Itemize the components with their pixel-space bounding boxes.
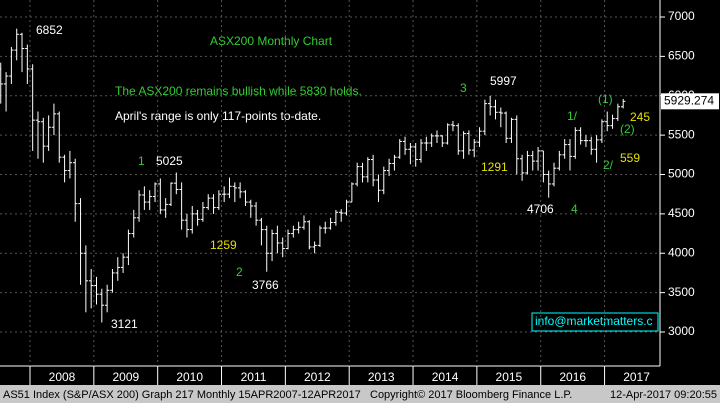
- annotation: 6852: [36, 23, 63, 37]
- note: April's range is only 117-points to-date…: [115, 109, 321, 123]
- annotation: 1291: [481, 160, 508, 174]
- footer-text: AS51 Index (S&P/ASX 200) Graph 217 Month…: [3, 389, 361, 401]
- annotation: 3: [460, 81, 467, 95]
- x-tick-label: 2014: [432, 370, 459, 384]
- annotation: 1: [138, 154, 145, 168]
- footer-text: Copyright© 2017 Bloomberg Finance L.P.: [370, 389, 572, 401]
- x-tick-label: 2012: [304, 370, 331, 384]
- watermark-box: [531, 312, 659, 332]
- annotation: (1): [598, 92, 613, 106]
- y-tick-label: 4500: [668, 206, 695, 220]
- x-tick-label: 2017: [623, 370, 650, 384]
- y-tick-label: 5000: [668, 167, 695, 181]
- footer-text: 12-Apr-2017 09:20:55: [610, 389, 717, 401]
- annotation: (2): [620, 122, 635, 136]
- y-tick-label: 5500: [668, 127, 695, 141]
- annotation: 3121: [111, 317, 138, 331]
- annotation: 1/: [567, 109, 578, 123]
- chart-title: ASX200 Monthly Chart: [210, 34, 333, 48]
- annotation: 4706: [527, 202, 554, 216]
- y-tick-label: 3000: [668, 324, 695, 338]
- x-tick-label: 2015: [496, 370, 523, 384]
- annotation: 4: [571, 202, 578, 216]
- x-tick-label: 2008: [49, 370, 76, 384]
- footer-bar: [0, 385, 720, 403]
- y-tick-label: 7000: [668, 9, 695, 23]
- annotation: 3766: [252, 278, 279, 292]
- note: The ASX200 remains bullish while 5830 ho…: [115, 84, 362, 98]
- x-tick-label: 2016: [559, 370, 586, 384]
- price-box: [661, 93, 719, 110]
- watermark: info@marketmatters.c: [535, 314, 653, 328]
- x-tick-label: 2013: [368, 370, 395, 384]
- annotation: 1259: [210, 238, 237, 252]
- annotation: 5025: [156, 154, 183, 168]
- y-tick-label: 3500: [668, 285, 695, 299]
- x-tick-label: 2009: [112, 370, 139, 384]
- y-tick-label: 6500: [668, 49, 695, 63]
- annotation: 245: [630, 110, 650, 124]
- x-tick-label: 2011: [241, 370, 267, 384]
- x-tick-label: 2010: [176, 370, 203, 384]
- annotation: 5997: [490, 74, 517, 88]
- annotation: 559: [620, 151, 640, 165]
- annotation: 2/: [603, 158, 614, 172]
- y-tick-label: 4000: [668, 245, 695, 259]
- price-label: 5929.274: [664, 93, 714, 107]
- annotation: 2: [236, 265, 243, 279]
